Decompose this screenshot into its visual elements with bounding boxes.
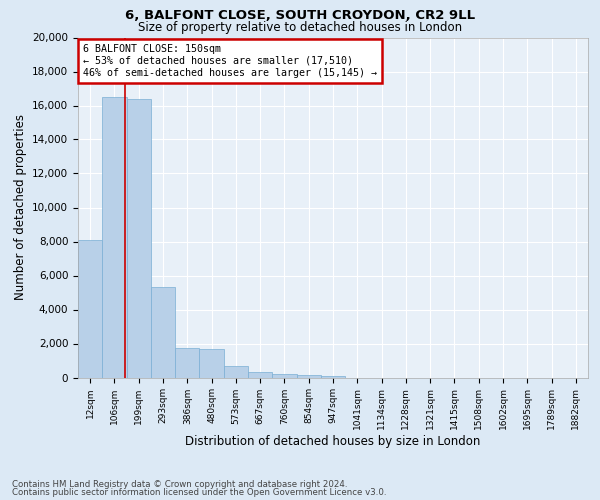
Bar [199,348,224,378]
Y-axis label: Number of detached properties: Number of detached properties [14,114,26,300]
Bar [175,348,199,378]
Bar [127,98,151,378]
Bar [102,97,127,378]
Bar [296,376,321,378]
Bar [151,288,175,378]
Bar [272,374,296,378]
Text: 6 BALFONT CLOSE: 150sqm
← 53% of detached houses are smaller (17,510)
46% of sem: 6 BALFONT CLOSE: 150sqm ← 53% of detache… [83,44,377,78]
Bar [224,366,248,378]
Text: 6, BALFONT CLOSE, SOUTH CROYDON, CR2 9LL: 6, BALFONT CLOSE, SOUTH CROYDON, CR2 9LL [125,9,475,22]
X-axis label: Distribution of detached houses by size in London: Distribution of detached houses by size … [185,435,481,448]
Text: Contains public sector information licensed under the Open Government Licence v3: Contains public sector information licen… [12,488,386,497]
Text: Size of property relative to detached houses in London: Size of property relative to detached ho… [138,21,462,34]
Bar [78,240,102,378]
Text: Contains HM Land Registry data © Crown copyright and database right 2024.: Contains HM Land Registry data © Crown c… [12,480,347,489]
Bar [321,376,345,378]
Bar [248,372,272,378]
